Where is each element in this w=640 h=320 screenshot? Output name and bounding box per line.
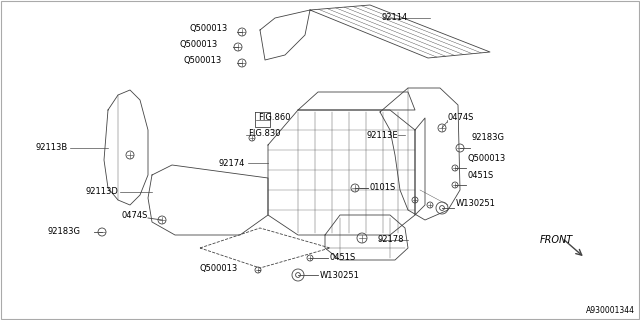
Text: Q500013: Q500013: [184, 55, 222, 65]
Text: 92183G: 92183G: [47, 228, 80, 236]
Text: 92113E: 92113E: [366, 131, 398, 140]
Text: 0101S: 0101S: [370, 183, 396, 193]
Text: W130251: W130251: [320, 271, 360, 281]
Text: 0451S: 0451S: [468, 172, 494, 180]
Text: 92178: 92178: [378, 236, 404, 244]
Text: 0451S: 0451S: [330, 253, 356, 262]
Text: 92113B: 92113B: [36, 143, 68, 153]
Text: FIG.830: FIG.830: [248, 129, 280, 138]
Text: Q500013: Q500013: [189, 23, 228, 33]
Text: W130251: W130251: [456, 198, 496, 207]
Text: 92114: 92114: [382, 13, 408, 22]
Text: Q500013: Q500013: [468, 154, 506, 163]
Text: 92174: 92174: [219, 158, 245, 167]
Text: A930001344: A930001344: [586, 306, 635, 315]
Text: FRONT: FRONT: [540, 235, 573, 245]
Text: FIG.860: FIG.860: [258, 114, 291, 123]
Text: 92113D: 92113D: [85, 188, 118, 196]
Text: Q500013: Q500013: [200, 263, 238, 273]
Text: Q500013: Q500013: [180, 39, 218, 49]
Text: 92183G: 92183G: [472, 133, 505, 142]
Text: 0474S: 0474S: [448, 114, 474, 123]
Text: 0474S: 0474S: [122, 211, 148, 220]
